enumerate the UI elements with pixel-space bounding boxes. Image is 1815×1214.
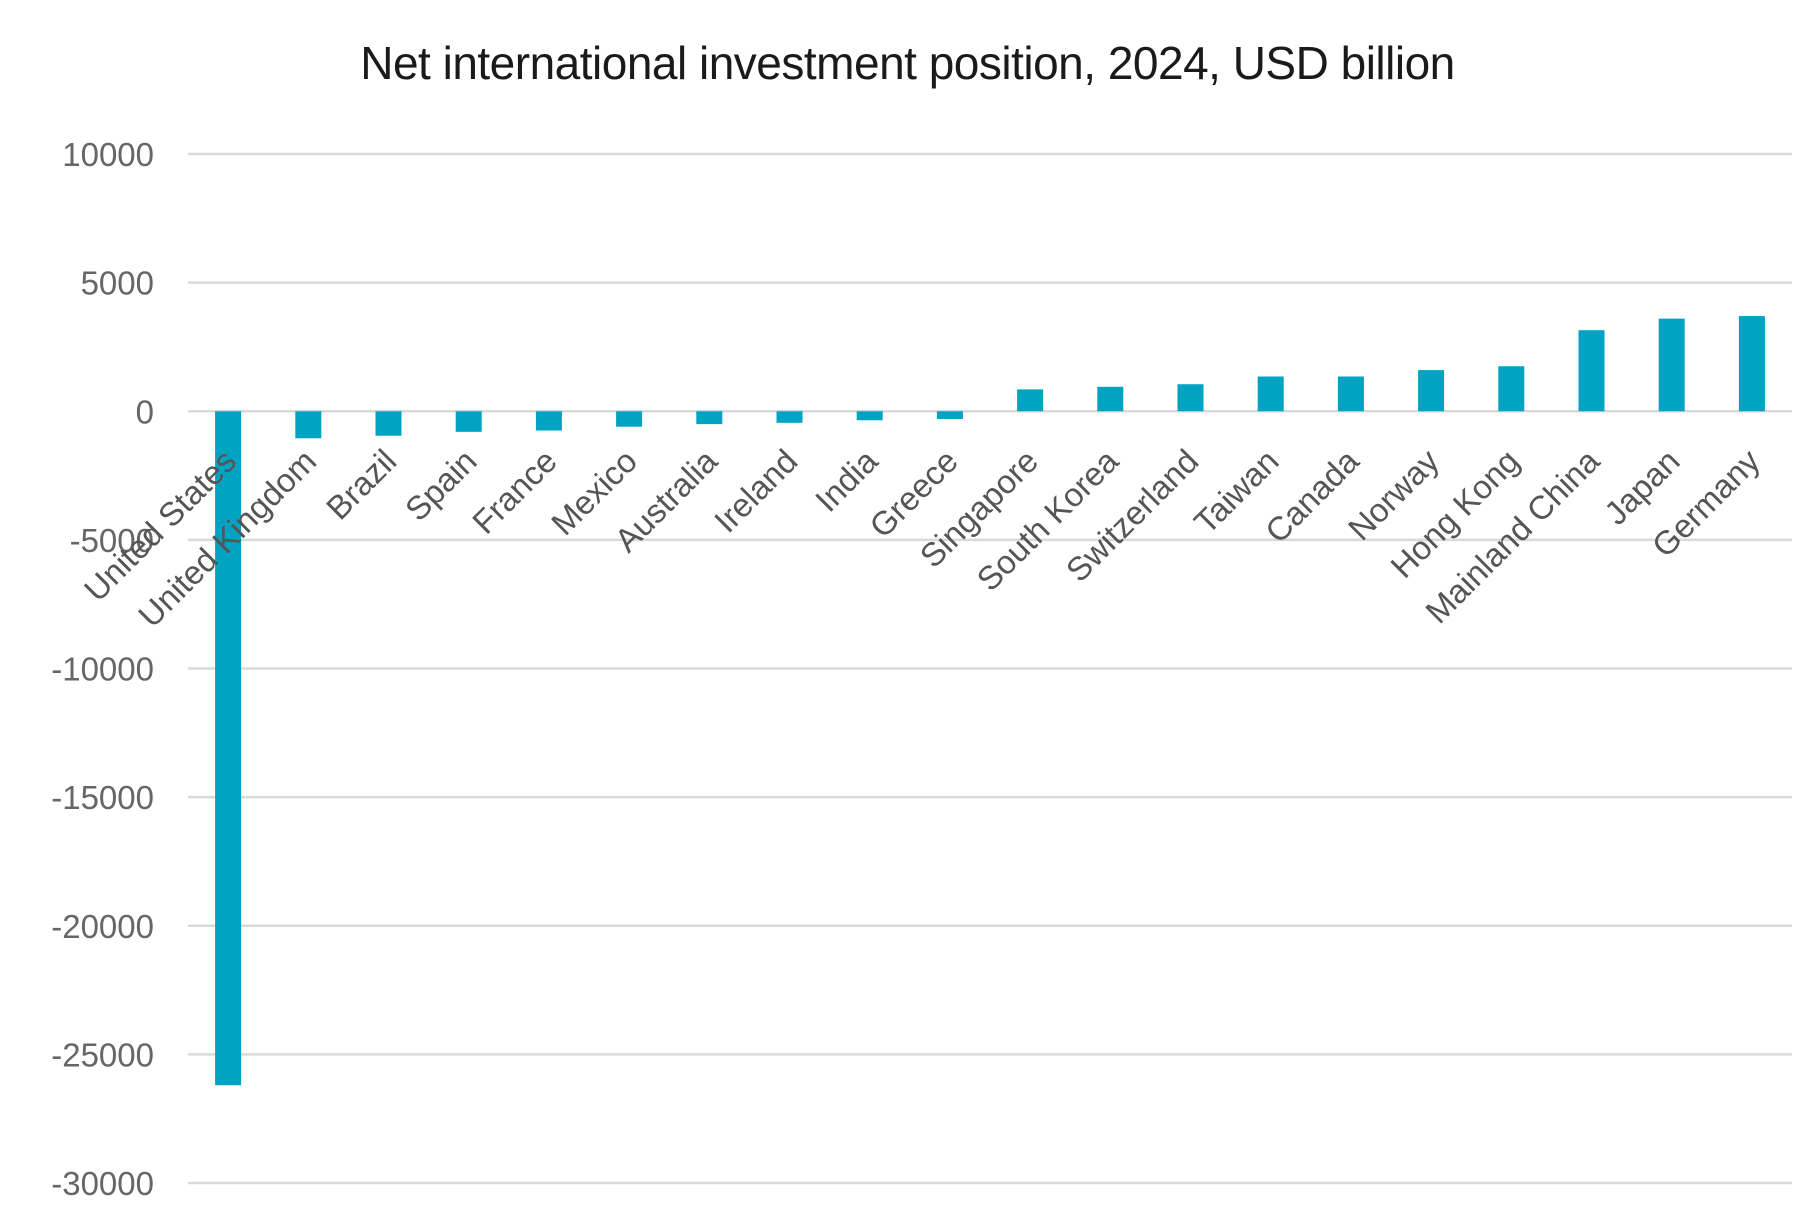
y-tick-label: -10000 <box>51 651 154 688</box>
bar <box>1257 376 1284 412</box>
bar <box>696 411 723 425</box>
bar <box>1097 386 1124 412</box>
x-tick-label: Ireland <box>707 442 805 540</box>
y-tick-label: -20000 <box>51 908 154 945</box>
bar <box>1418 370 1445 412</box>
bar <box>776 411 803 423</box>
bar <box>455 411 482 432</box>
y-axis-tick-labels: 10000 5000 0 -5000 -10000 -15000 -20000 -25000 -… <box>51 136 154 1202</box>
bar <box>1738 316 1765 412</box>
y-tick-label: -15000 <box>51 779 154 816</box>
bar <box>1017 389 1044 412</box>
bar <box>1658 318 1685 412</box>
bar <box>295 411 322 439</box>
bar <box>375 411 402 436</box>
y-tick-label: -30000 <box>51 1165 154 1202</box>
bar <box>1578 330 1605 412</box>
bar <box>215 411 242 1086</box>
bar <box>1337 376 1364 412</box>
y-tick-label: 5000 <box>81 265 154 302</box>
bar <box>535 411 562 431</box>
x-tick-label: France <box>465 442 564 541</box>
bar <box>936 411 963 419</box>
bar <box>616 411 643 427</box>
y-tick-label: 10000 <box>62 136 154 173</box>
y-tick-label: -25000 <box>51 1036 154 1073</box>
bars <box>215 316 1765 1086</box>
y-tick-label: -5000 <box>70 522 154 559</box>
gridlines <box>188 152 1792 1185</box>
y-tick-label: 0 <box>136 393 154 430</box>
bar <box>856 411 883 421</box>
chart-title: Net international investment position, 2… <box>360 37 1455 89</box>
bar <box>1177 384 1204 412</box>
bar <box>1498 366 1525 412</box>
x-tick-label: Brazil <box>319 442 404 527</box>
